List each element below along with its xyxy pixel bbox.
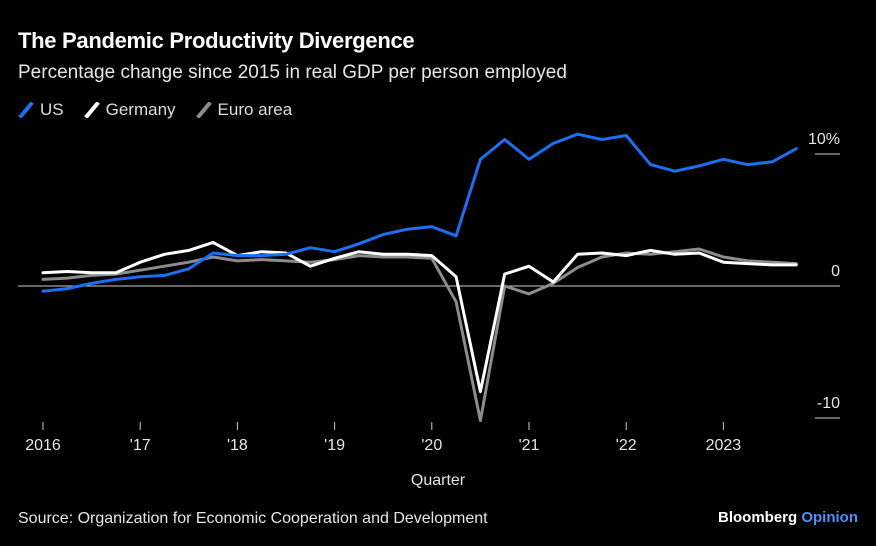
legend-swatch-us	[18, 102, 34, 118]
chart-title: The Pandemic Productivity Divergence	[18, 28, 415, 53]
chart-legend: US Germany Euro area	[18, 100, 312, 120]
legend-swatch-euro-area	[195, 102, 212, 118]
legend-label-euro-area: Euro area	[217, 100, 293, 119]
legend-item-euro-area: Euro area	[195, 100, 293, 120]
source-note: Source: Organization for Economic Cooper…	[18, 510, 488, 527]
legend-item-germany: Germany	[83, 100, 176, 120]
y-tick-label: 0	[831, 263, 840, 280]
brand-main: Bloomberg	[718, 509, 798, 526]
x-tick-label: '20	[421, 437, 442, 454]
x-tick-label: '18	[227, 437, 248, 454]
brand-logo: Bloomberg Opinion	[718, 509, 858, 526]
series-line-us	[41, 132, 798, 293]
legend-item-us: US	[18, 100, 64, 120]
x-tick-label: 2016	[25, 437, 61, 454]
x-tick-label: '21	[519, 437, 540, 454]
y-tick-label: 10%	[808, 131, 840, 148]
series-line-germany	[41, 240, 798, 394]
legend-label-us: US	[40, 100, 64, 119]
y-tick-label: -10	[817, 395, 840, 412]
x-tick-label: '19	[324, 437, 345, 454]
x-tick-label: '17	[130, 437, 151, 454]
x-tick-label: '22	[616, 437, 637, 454]
x-tick-label: 2023	[706, 437, 742, 454]
legend-label-germany: Germany	[105, 100, 176, 119]
brand-accent: Opinion	[801, 509, 858, 526]
x-axis-title: Quarter	[411, 472, 466, 489]
legend-swatch-germany	[83, 102, 100, 118]
chart-subtitle: Percentage change since 2015 in real GDP…	[18, 62, 567, 83]
